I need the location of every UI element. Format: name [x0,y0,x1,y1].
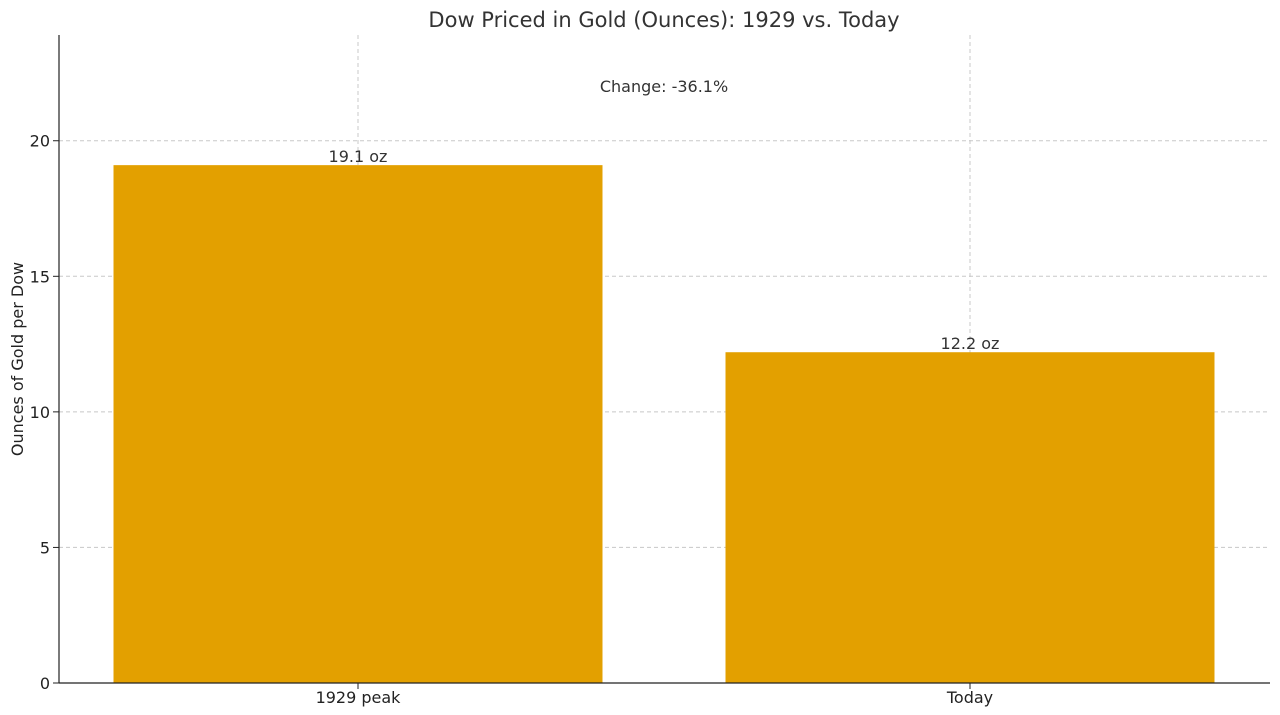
label-layer: 0 5 10 15 20 19.1 oz 1929 peak 12.2 oz Today [30,132,1000,707]
y-tick-label: 10 [30,403,50,422]
change-annotation: Change: -36.1% [600,77,728,96]
x-tick-label: 1929 peak [316,688,402,707]
bar-layer [113,165,1215,683]
bar-data-label: 19.1 oz [329,147,388,166]
bar [113,165,603,683]
y-tick-label: 5 [40,538,50,557]
y-tick-label: 20 [30,132,50,151]
bar [725,352,1215,683]
axis-layer [58,35,1270,684]
y-tick-label: 0 [40,674,50,693]
chart-title: Dow Priced in Gold (Ounces): 1929 vs. To… [428,8,899,32]
y-tick-label: 15 [30,267,50,286]
x-tick-label: Today [946,688,993,707]
bar-data-label: 12.2 oz [941,334,1000,353]
y-axis-label: Ounces of Gold per Dow [8,262,27,456]
